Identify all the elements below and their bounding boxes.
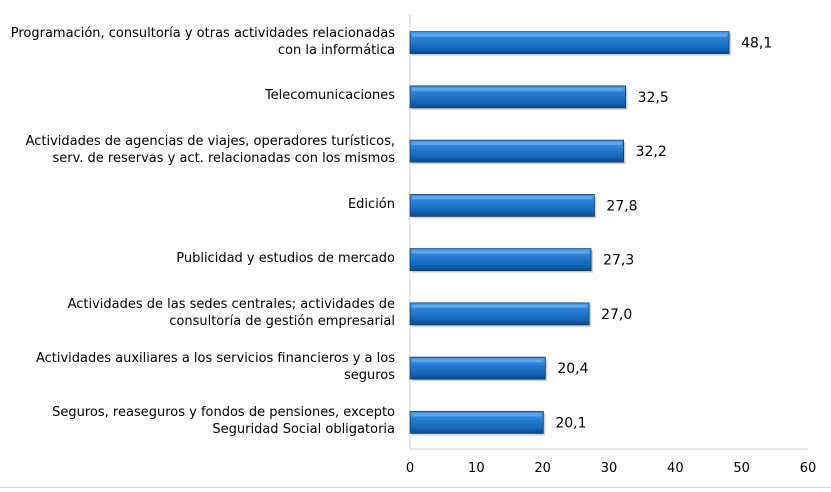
bar-highlight <box>412 359 544 363</box>
category-label: Programación, consultoría y otras activi… <box>0 25 395 59</box>
bar <box>409 139 624 163</box>
category-label-line: serv. de reservas y act. relacionadas co… <box>52 151 395 167</box>
bar-highlight <box>412 142 622 146</box>
bar-highlight <box>412 87 624 91</box>
x-tick-label: 40 <box>667 461 684 476</box>
data-label: 32,5 <box>638 90 669 106</box>
data-label: 32,2 <box>636 144 667 160</box>
data-label: 27,8 <box>606 198 637 214</box>
category-label-line: con la informática <box>277 42 395 58</box>
bar <box>409 85 626 109</box>
category-label: Edición <box>0 196 395 213</box>
category-label-line: Actividades de las sedes centrales; acti… <box>67 296 395 312</box>
data-label: 48,1 <box>741 36 772 52</box>
data-label: 20,1 <box>555 415 586 431</box>
category-label: Publicidad y estudios de mercado <box>0 250 395 267</box>
data-label: 20,4 <box>557 361 588 377</box>
category-label: Actividades de las sedes centrales; acti… <box>0 296 395 330</box>
category-label-line: Programación, consultoría y otras activi… <box>10 25 395 41</box>
category-label-line: Actividades auxiliares a los servicios f… <box>35 351 395 367</box>
x-tick-label: 20 <box>534 461 551 476</box>
x-tick-label: 60 <box>800 461 817 476</box>
bar <box>409 302 590 326</box>
bar <box>409 31 730 55</box>
category-label-line: Actividades de agencias de viajes, opera… <box>25 134 395 150</box>
x-tick-label: 10 <box>468 461 485 476</box>
bar-highlight <box>412 250 590 254</box>
category-label-line: Telecomunicaciones <box>264 88 395 104</box>
bar <box>409 356 546 380</box>
category-label-line: Seguros, reaseguros y fondos de pensione… <box>52 405 395 421</box>
x-tick-label: 50 <box>733 461 750 476</box>
bar-highlight <box>412 304 588 308</box>
category-label-line: Seguridad Social obligatoria <box>212 422 395 438</box>
category-label-line: Publicidad y estudios de mercado <box>176 251 395 267</box>
category-label-line: seguros <box>343 368 395 384</box>
bar-highlight <box>412 33 728 37</box>
category-label: Actividades auxiliares a los servicios f… <box>0 350 395 384</box>
bar-highlight <box>412 413 542 417</box>
bar <box>409 410 544 434</box>
category-label: Actividades de agencias de viajes, opera… <box>0 133 395 167</box>
category-label-line: Edición <box>347 196 395 212</box>
x-tick-label: 30 <box>601 461 618 476</box>
bar <box>409 193 595 217</box>
category-label-line: consultoría de gestión empresarial <box>169 313 395 329</box>
category-label: Telecomunicaciones <box>0 87 395 104</box>
data-label: 27,3 <box>603 253 634 269</box>
x-tick-label: 0 <box>406 461 414 476</box>
category-label: Seguros, reaseguros y fondos de pensione… <box>0 404 395 438</box>
data-label: 27,0 <box>601 307 632 323</box>
bar <box>409 248 592 272</box>
bar-highlight <box>412 196 593 200</box>
